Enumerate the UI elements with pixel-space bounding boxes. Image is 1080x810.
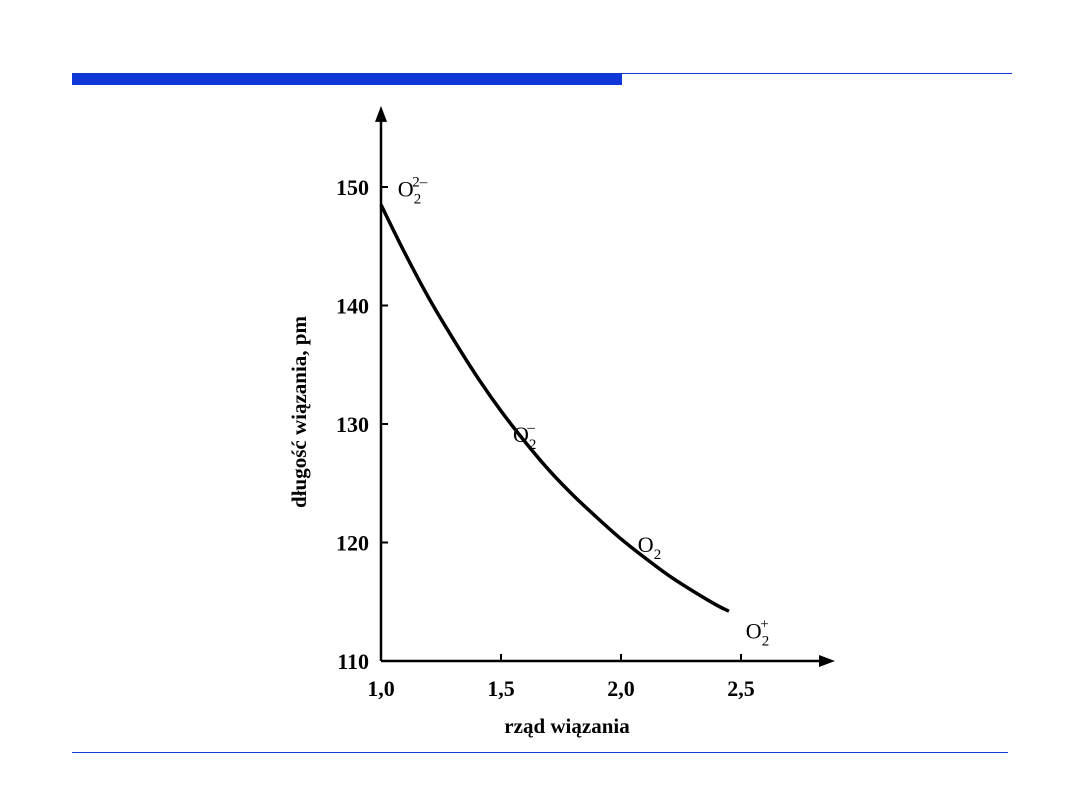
y-tick-label: 110	[337, 649, 369, 674]
x-tick-label: 1,5	[487, 676, 515, 701]
x-axis-arrow-icon	[819, 655, 835, 667]
chart-ticks: 1,0 1,5 2,0 2,5 110 120 130 140 150	[336, 175, 755, 701]
y-tick-label: 140	[336, 294, 369, 319]
x-tick-label: 2,5	[727, 676, 755, 701]
header-accent-bar	[72, 73, 622, 85]
y-axis-arrow-icon	[375, 105, 387, 122]
chart-annotations: O22– O2– O2 O2+	[398, 174, 769, 649]
y-tick-label: 120	[336, 531, 369, 556]
species-label: O2–	[513, 420, 536, 453]
x-axis-label: rząd wiązania	[504, 714, 630, 738]
y-tick-label: 130	[336, 412, 369, 437]
chart-series	[379, 203, 730, 613]
species-label: O2	[638, 532, 661, 563]
series-line	[379, 203, 730, 613]
y-tick-label: 150	[336, 175, 369, 200]
x-tick-label: 1,0	[367, 676, 395, 701]
x-tick-label: 2,0	[607, 676, 635, 701]
chart-axes	[375, 105, 835, 667]
species-label: O2+	[746, 616, 769, 649]
species-label: O22–	[398, 174, 428, 207]
header-rule	[622, 73, 1012, 74]
y-axis-label: długość wiązania, pm	[287, 316, 311, 508]
footer-rule	[72, 752, 1008, 753]
